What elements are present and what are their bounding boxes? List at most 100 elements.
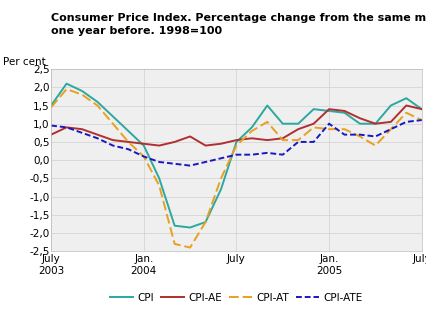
CPI-AE: [126, 140, 131, 144]
CPI-AT: [187, 246, 193, 249]
CPI-AT: [110, 122, 115, 126]
CPI: [234, 140, 239, 144]
CPI-AT: [249, 129, 254, 133]
CPI-ATE: [187, 164, 193, 167]
CPI-ATE: [404, 120, 409, 124]
CPI-ATE: [157, 160, 162, 164]
CPI: [280, 122, 285, 126]
CPI-AT: [95, 104, 100, 107]
CPI-AT: [296, 138, 301, 142]
CPI: [311, 107, 316, 111]
Text: Per cent: Per cent: [3, 57, 46, 67]
CPI-AT: [280, 138, 285, 142]
CPI: [141, 144, 147, 148]
CPI-AE: [95, 133, 100, 137]
CPI-ATE: [326, 122, 331, 126]
CPI-AE: [265, 138, 270, 142]
CPI-AT: [157, 184, 162, 187]
CPI: [404, 96, 409, 100]
CPI: [172, 224, 177, 228]
CPI-AT: [389, 127, 394, 131]
CPI-AE: [234, 138, 239, 142]
CPI: [110, 115, 115, 118]
CPI-ATE: [49, 124, 54, 127]
CPI: [157, 176, 162, 180]
CPI-ATE: [357, 133, 363, 137]
CPI-AT: [404, 111, 409, 115]
CPI-AE: [404, 104, 409, 107]
CPI-ATE: [296, 140, 301, 144]
CPI: [219, 187, 224, 191]
CPI-AE: [311, 122, 316, 126]
CPI: [326, 109, 331, 113]
CPI-AT: [219, 176, 224, 180]
CPI-AE: [326, 107, 331, 111]
CPI-AE: [249, 136, 254, 140]
CPI-AE: [172, 140, 177, 144]
CPI-ATE: [110, 144, 115, 148]
CPI-ATE: [311, 140, 316, 144]
CPI-AE: [373, 122, 378, 126]
CPI-ATE: [203, 160, 208, 164]
CPI-ATE: [342, 133, 347, 137]
CPI-AT: [357, 135, 363, 138]
CPI: [126, 129, 131, 133]
CPI-ATE: [265, 151, 270, 155]
CPI-AT: [79, 93, 84, 96]
CPI-AT: [265, 120, 270, 124]
CPI-ATE: [141, 154, 147, 158]
CPI-AT: [311, 126, 316, 129]
CPI-ATE: [280, 153, 285, 157]
CPI-AE: [342, 109, 347, 113]
CPI-ATE: [389, 127, 394, 131]
Text: Consumer Price Index. Percentage change from the same month
one year before. 199: Consumer Price Index. Percentage change …: [51, 14, 426, 36]
CPI-ATE: [79, 131, 84, 135]
CPI: [342, 111, 347, 115]
CPI: [389, 104, 394, 107]
CPI: [95, 100, 100, 104]
CPI-AE: [110, 138, 115, 142]
CPI-ATE: [419, 118, 424, 122]
Legend: CPI, CPI-AE, CPI-AT, CPI-ATE: CPI, CPI-AE, CPI-AT, CPI-ATE: [110, 293, 363, 303]
CPI: [64, 82, 69, 85]
CPI-AE: [187, 135, 193, 138]
CPI-ATE: [64, 126, 69, 129]
Line: CPI: CPI: [51, 84, 422, 228]
CPI-ATE: [373, 135, 378, 138]
CPI-AE: [64, 126, 69, 129]
CPI-AT: [141, 154, 147, 158]
CPI-AE: [79, 127, 84, 131]
CPI-AT: [342, 127, 347, 131]
CPI-AE: [296, 127, 301, 131]
CPI-AE: [357, 116, 363, 120]
CPI-ATE: [219, 156, 224, 160]
CPI-AT: [64, 87, 69, 91]
CPI-AE: [419, 107, 424, 111]
CPI-AE: [389, 120, 394, 124]
CPI-AE: [141, 142, 147, 146]
CPI-AE: [219, 142, 224, 146]
Line: CPI-AE: CPI-AE: [51, 106, 422, 146]
CPI: [357, 122, 363, 126]
CPI-AE: [203, 144, 208, 148]
CPI-ATE: [172, 162, 177, 166]
CPI: [249, 126, 254, 129]
CPI-AE: [157, 144, 162, 148]
CPI-AE: [49, 133, 54, 137]
CPI-AT: [419, 118, 424, 122]
Line: CPI-AT: CPI-AT: [51, 89, 422, 247]
CPI-ATE: [95, 136, 100, 140]
CPI: [79, 89, 84, 93]
Line: CPI-ATE: CPI-ATE: [51, 120, 422, 165]
CPI-AT: [234, 144, 239, 148]
CPI-AE: [280, 136, 285, 140]
CPI-AT: [326, 127, 331, 131]
CPI: [296, 122, 301, 126]
CPI: [419, 107, 424, 111]
CPI: [49, 104, 54, 107]
CPI-AT: [203, 220, 208, 224]
CPI-AT: [373, 144, 378, 148]
CPI: [373, 122, 378, 126]
CPI-AT: [172, 242, 177, 246]
CPI-ATE: [249, 153, 254, 157]
